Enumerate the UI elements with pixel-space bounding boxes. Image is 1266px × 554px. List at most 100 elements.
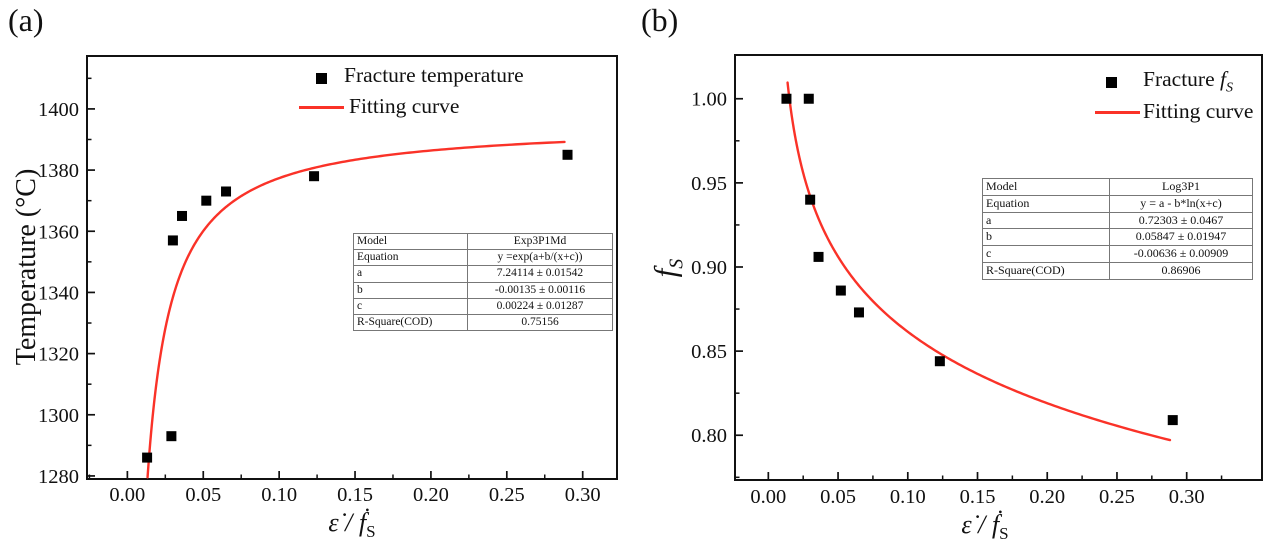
fit-table-key-cell: Model [353, 232, 468, 251]
square-marker-icon [316, 72, 327, 84]
panel-a-y-tick-label: 1280 [38, 466, 79, 488]
legend-label-symbol: f [1220, 66, 1226, 91]
panel-b-legend-entry-points: Fracture fS [1106, 66, 1233, 96]
panel-b-data-point-marker [853, 307, 864, 318]
fit-table-key-cell: c [353, 297, 468, 316]
fit-table-key-cell: Model [982, 178, 1110, 196]
panel-a-letter: (a) [8, 2, 44, 38]
panel-b-x-tick-label: 0.05 [820, 486, 856, 508]
panel-b-fit-table-row: R-Square(COD) 0.86906 [982, 261, 1253, 280]
panel-b-data-point-marker [934, 356, 945, 367]
panel-b-legend-label: Fitting curve [1143, 101, 1253, 123]
panel-a-y-axis-label: Temperature (°C) [11, 169, 43, 366]
fit-table-value-cell: 7.24114 ± 0.01542 [467, 265, 613, 283]
panel-a-legend-entry-points: Fracture temperature [316, 64, 524, 91]
fit-table-key-cell: Equation [353, 249, 468, 267]
fit-table-value-cell: 0.05847 ± 0.01947 [1109, 228, 1253, 247]
panel-b-legend-label: Fracture fS [1143, 66, 1233, 96]
panel-a-x-axis-label-sub: S [366, 522, 376, 542]
panel-a-y-tick-label: 1300 [38, 405, 79, 427]
panel-a-legend-label: Fracture temperature [344, 64, 524, 91]
panel-b-data-point-marker [803, 93, 814, 104]
panel-b-y-tick-label: 1.00 [691, 89, 727, 111]
panel-a-y-tick-label: 1340 [38, 282, 79, 304]
panel-b-fit-table-row: a 0.72303 ± 0.0467 [982, 211, 1253, 230]
panel-b-fit-table-row: b 0.05847 ± 0.01947 [982, 228, 1253, 247]
panel-a-data-point-marker [177, 210, 188, 221]
panel-a-data-point-marker [309, 171, 320, 182]
panel-a-data-point-marker [201, 195, 212, 206]
panel-b-fit-table-row: c -0.00636 ± 0.00909 [982, 245, 1253, 263]
panel-b-data-point-marker [781, 93, 792, 104]
panel-a-data-point-marker [562, 149, 573, 160]
red-line-icon [299, 105, 344, 109]
panel-a-x-tick-label: 0.00 [109, 484, 145, 506]
panel-b-x-axis-label-text: ε̇ / ḟ [961, 510, 1000, 539]
panel-a-y-tick-label: 1400 [38, 99, 79, 121]
panel-b-x-tick-label: 0.10 [890, 486, 926, 508]
legend-label-text: Fracture [1143, 66, 1221, 91]
red-line-icon [1095, 110, 1140, 114]
panel-a-y-tick-label: 1320 [38, 344, 79, 366]
panel-a-y-tick-label: 1380 [38, 160, 79, 182]
panel-a-fit-table-row: b -0.00135 ± 0.00116 [353, 281, 613, 299]
panel-b-x-tick-label: 0.30 [1169, 486, 1205, 508]
panel-a-x-tick-label: 0.10 [261, 484, 297, 506]
panel-b-legend-entry-fit: Fitting curve [1095, 100, 1253, 124]
panel-b-fit-table: Model Log3P1 Equation y = a - b*ln(x+c) a 0.7… [982, 178, 1253, 280]
panel-a-data-point-marker [167, 235, 178, 246]
panel-b-y-axis-label-sub: S [665, 258, 688, 269]
panel-b-x-tick-label: 0.15 [960, 486, 996, 508]
fit-table-value-cell: 0.72303 ± 0.0467 [1109, 211, 1253, 230]
fit-table-value-cell: 0.86906 [1109, 261, 1253, 280]
panel-b-data-point-marker [805, 194, 816, 205]
panel-b-y-tick-label: 0.90 [691, 257, 727, 279]
panel-b-fit-table-row: Equation y = a - b*ln(x+c) [982, 194, 1253, 213]
panel-b-x-axis-label: ε̇ / ḟS [961, 510, 1008, 544]
panel-a-x-axis-label-text: ε̇ / ḟ [328, 508, 367, 537]
fit-table-key-cell: c [982, 245, 1110, 263]
fit-table-key-cell: a [982, 211, 1110, 230]
fit-table-value-cell: -0.00135 ± 0.00116 [467, 281, 613, 299]
panel-a-y-tick-label: 1360 [38, 221, 79, 243]
panel-a-data-point-marker [221, 186, 232, 197]
panel-a-fit-curve [146, 140, 566, 479]
fit-table-key-cell: b [353, 281, 468, 299]
fit-table-value-cell: 0.75156 [467, 314, 613, 332]
panel-a-fit-table-row: Model Exp3P1Md [353, 232, 613, 251]
panel-b-x-tick-label: 0.25 [1099, 486, 1135, 508]
panel-a-fit-table-row: a 7.24114 ± 0.01542 [353, 265, 613, 283]
panel-b-y-tick-label: 0.95 [691, 173, 727, 195]
panel-a-data-point-marker [142, 452, 153, 463]
fit-table-value-cell: 0.00224 ± 0.01287 [467, 297, 613, 316]
panel-b-data-point-marker [835, 285, 846, 296]
panel-a-x-tick-label: 0.05 [185, 484, 221, 506]
panel-b-x-tick-label: 0.20 [1029, 486, 1065, 508]
panel-a-plot-frame [86, 55, 618, 480]
panel-b-fit-table-row: Model Log3P1 [982, 178, 1253, 196]
panel-b-x-axis-label-sub: S [999, 524, 1009, 544]
fit-table-key-cell: Equation [982, 194, 1110, 213]
legend-label-symbol-sub: S [1226, 80, 1233, 96]
panel-a-fit-table-row: c 0.00224 ± 0.01287 [353, 297, 613, 316]
panel-b-x-tick-label: 0.00 [750, 486, 786, 508]
panel-b-letter: (b) [641, 2, 679, 38]
panel-a-legend-label: Fitting curve [349, 96, 459, 118]
panel-a-data-point-marker [166, 431, 177, 442]
fit-table-key-cell: R-Square(COD) [982, 261, 1110, 280]
fit-table-value-cell: Exp3P1Md [467, 232, 613, 251]
panel-a-legend-entry-fit: Fitting curve [299, 95, 459, 119]
fit-table-value-cell: y = a - b*ln(x+c) [1109, 194, 1253, 213]
panel-b-y-tick-label: 0.85 [691, 341, 727, 363]
panel-a-fit-table-row: Equation y =exp(a+b/(x+c)) [353, 249, 613, 267]
legend-label-text: Fitting curve [349, 94, 460, 119]
fit-table-key-cell: a [353, 265, 468, 283]
panel-a-fit-table: Model Exp3P1Md Equation y =exp(a+b/(x+c)) a 7… [353, 232, 613, 332]
fit-parameters-table: Model Log3P1 Equation y = a - b*ln(x+c) a 0.7… [982, 178, 1253, 280]
fit-table-key-cell: b [982, 228, 1110, 247]
panel-b-y-axis-label-text: f [647, 268, 683, 278]
panel-b-data-point-marker [813, 251, 824, 262]
panel-b-data-point-marker [1167, 415, 1178, 426]
